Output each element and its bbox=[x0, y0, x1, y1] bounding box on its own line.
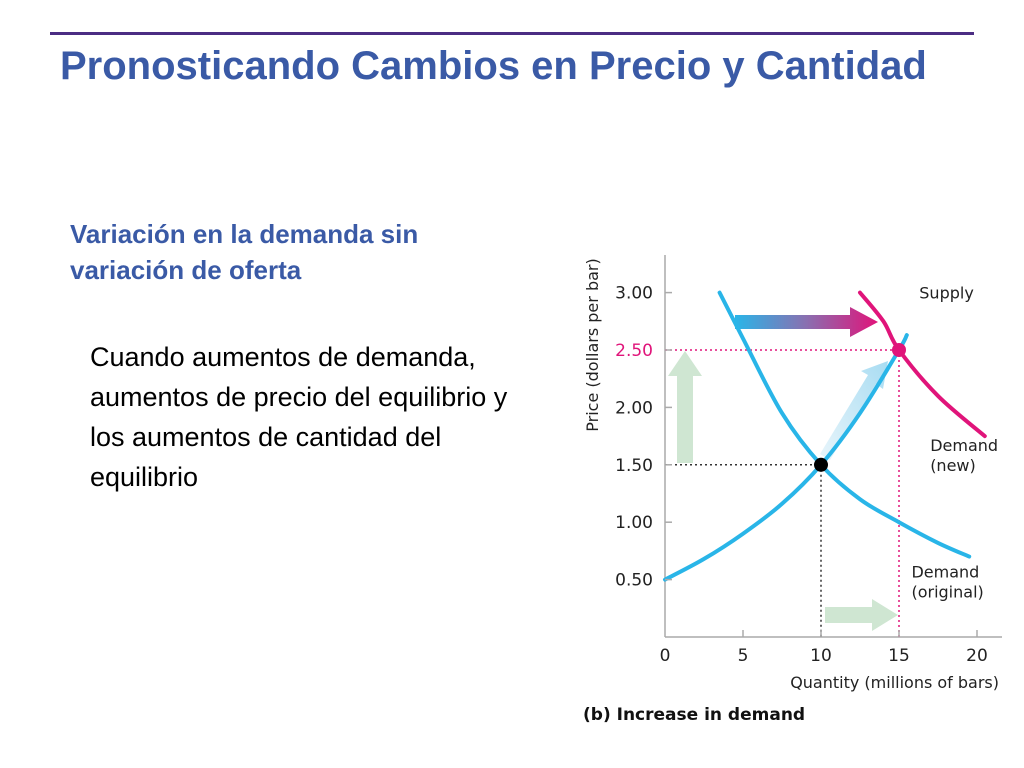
curve-label: (original) bbox=[911, 582, 983, 601]
x-tick-label: 20 bbox=[966, 646, 988, 666]
y-tick-label: 3.00 bbox=[615, 284, 653, 304]
y-tick-label: 2.50 bbox=[615, 341, 653, 361]
title-rule bbox=[50, 32, 974, 35]
y-tick-label: 0.50 bbox=[615, 571, 653, 591]
quantity-increase-arrow bbox=[825, 599, 898, 631]
x-tick-label: 15 bbox=[888, 646, 910, 666]
equilibrium-point-1 bbox=[892, 343, 906, 357]
x-axis-label: Quantity (millions of bars) bbox=[790, 673, 999, 692]
dotted-guides bbox=[665, 349, 900, 637]
x-tick-label: 0 bbox=[660, 646, 671, 666]
curve-label: Demand bbox=[930, 436, 998, 455]
curve-label: (new) bbox=[930, 456, 976, 475]
x-tick-label: 5 bbox=[738, 646, 749, 666]
price-increase-arrow bbox=[668, 351, 702, 463]
demand-original-curve bbox=[717, 290, 972, 559]
equilibrium-movement-arrow bbox=[820, 361, 888, 460]
chart-caption: (b) Increase in demand bbox=[583, 705, 805, 725]
slide-subtitle: Variación en la demanda sin variación de… bbox=[70, 219, 419, 285]
y-tick-label: 2.00 bbox=[615, 398, 653, 418]
x-tick-label: 10 bbox=[810, 646, 832, 666]
y-axis-label: Price (dollars per bar) bbox=[583, 258, 602, 431]
slide-title: Pronosticando Cambios en Precio y Cantid… bbox=[60, 44, 927, 88]
y-ticks: 0.50 1.00 1.50 2.00 2.50 3.00 bbox=[615, 284, 672, 591]
supply-demand-chart: 0 5 10 15 20 0.50 1.00 1.50 2.00 2.50 3.00 Supply… bbox=[583, 255, 1002, 725]
curve-label: Supply bbox=[919, 283, 974, 302]
y-tick-label: 1.00 bbox=[615, 513, 653, 533]
curve-label: Demand bbox=[911, 562, 979, 581]
y-tick-label: 1.50 bbox=[615, 456, 653, 476]
slide-body-text: Cuando aumentos de demanda, aumentos de … bbox=[90, 342, 508, 492]
equilibrium-points bbox=[814, 343, 906, 472]
demand-new-curve bbox=[858, 290, 987, 439]
equilibrium-point-0 bbox=[814, 457, 828, 472]
x-ticks: 0 5 10 15 20 bbox=[660, 630, 988, 666]
demand-shift-arrow bbox=[735, 307, 878, 337]
